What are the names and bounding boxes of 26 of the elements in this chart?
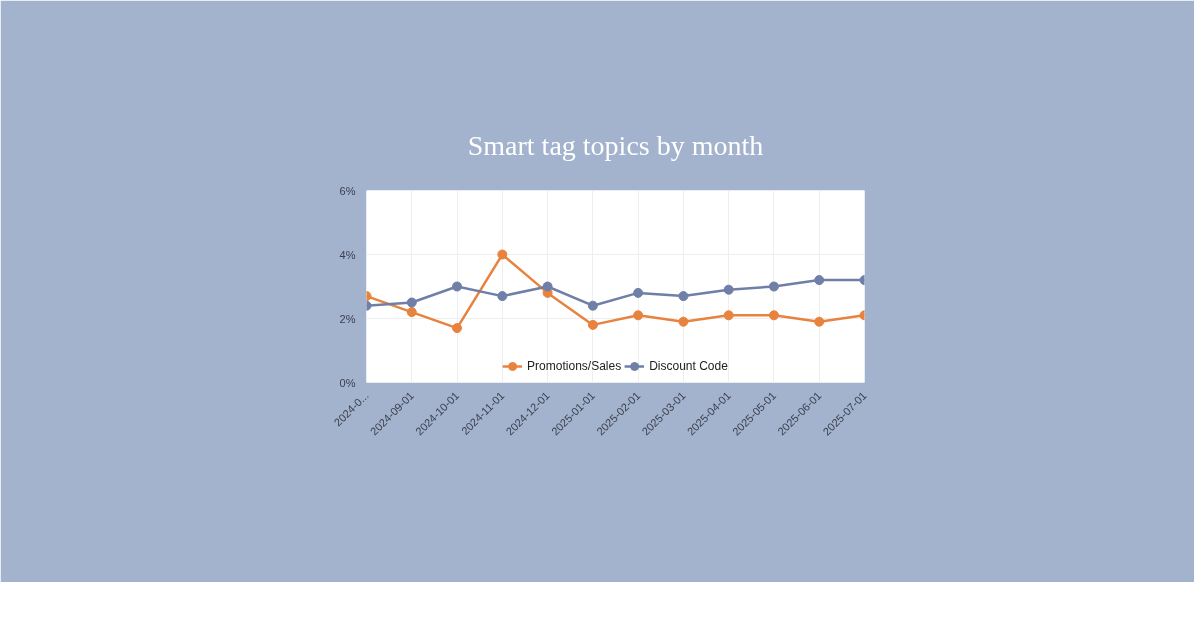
y-tick-label: 2%: [339, 312, 356, 325]
point: [452, 323, 463, 334]
legend-label: Promotions/Sales: [527, 359, 622, 373]
point: [587, 300, 598, 311]
point: [814, 275, 825, 286]
point: [768, 281, 779, 292]
point: [633, 287, 644, 298]
point: [452, 281, 463, 292]
point: [406, 297, 417, 308]
y-tick-label: 6%: [339, 184, 356, 197]
point: [587, 319, 598, 330]
chart-title: Smart tag topics by month: [467, 129, 764, 161]
y-tick-label: 0%: [339, 376, 356, 389]
y-tick-label: 4%: [339, 248, 356, 261]
legend-label: Discount Code: [649, 359, 728, 373]
point: [542, 281, 553, 292]
point: [768, 310, 779, 321]
point: [814, 316, 825, 327]
point: [678, 291, 689, 302]
point: [497, 249, 508, 260]
point: [633, 310, 644, 321]
point: [678, 316, 689, 327]
point: [406, 307, 417, 318]
point: [723, 284, 734, 295]
point: [497, 291, 508, 302]
point: [723, 310, 734, 321]
